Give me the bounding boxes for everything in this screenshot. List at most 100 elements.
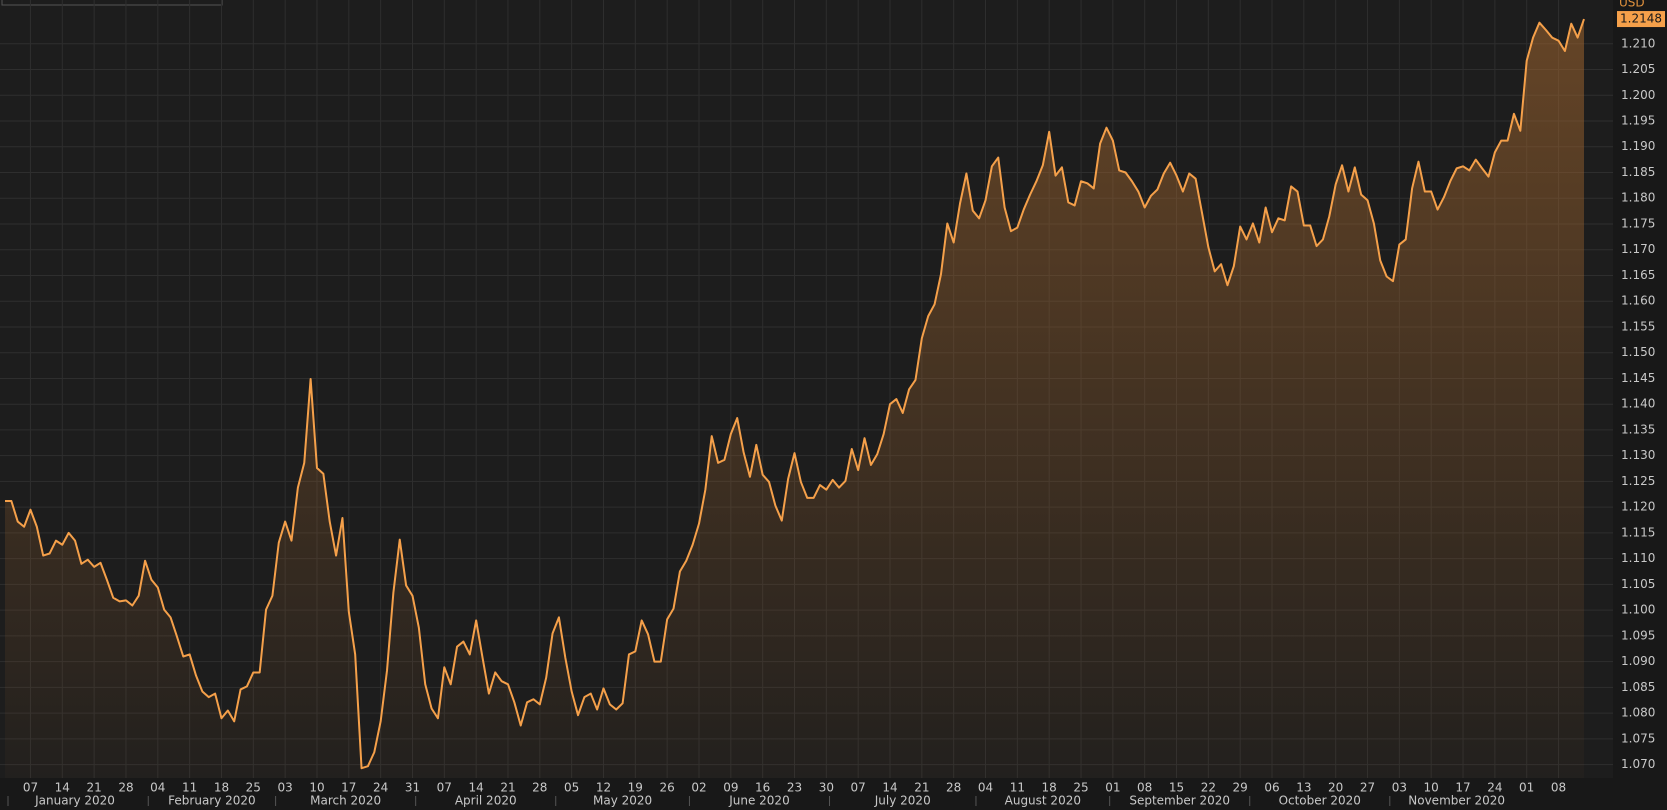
- x-tick-label: 13: [1296, 781, 1311, 795]
- y-tick-label: 1.105: [1621, 577, 1655, 591]
- x-tick-label: 11: [1010, 781, 1025, 795]
- y-tick-label: 1.170: [1621, 242, 1655, 256]
- month-label: June 2020: [728, 794, 790, 808]
- y-tick-label: 1.070: [1621, 757, 1655, 771]
- line: [5, 18, 1585, 770]
- x-tick-label: 30: [819, 781, 834, 795]
- series: [5, 18, 1585, 779]
- x-tick-label: 16: [755, 781, 770, 795]
- y-tick-label: 1.110: [1621, 551, 1655, 565]
- x-tick-label: 14: [882, 781, 897, 795]
- y-tick-label: 1.190: [1621, 139, 1655, 153]
- y-tick-label: 1.125: [1621, 474, 1655, 488]
- y-tick-label: 1.085: [1621, 680, 1655, 694]
- y-tick-label: 1.075: [1621, 731, 1655, 745]
- y-tick-label: 1.140: [1621, 397, 1655, 411]
- y-tick-label: 1.080: [1621, 706, 1655, 720]
- month-label: July 2020: [874, 794, 931, 808]
- month-label: February 2020: [168, 794, 256, 808]
- x-tick-label: 22: [1201, 781, 1216, 795]
- x-tick-label: 18: [214, 781, 229, 795]
- month-label: September 2020: [1129, 794, 1230, 808]
- x-tick-label: 01: [1105, 781, 1120, 795]
- x-tick-label: 17: [1455, 781, 1470, 795]
- unit-label: USD: [1619, 0, 1645, 10]
- x-tick-label: 29: [1233, 781, 1248, 795]
- x-tick-label: 14: [469, 781, 484, 795]
- toolbar-fragment: [1, 0, 223, 6]
- y-tick-label: 1.205: [1621, 62, 1655, 76]
- x-tick-label: 18: [1042, 781, 1057, 795]
- y-tick-label: 1.090: [1621, 654, 1655, 668]
- last-value-label: 1.2148: [1620, 12, 1662, 26]
- x-tick-label: 02: [691, 781, 706, 795]
- y-tick-label: 1.160: [1621, 294, 1655, 308]
- y-tick-label: 1.180: [1621, 191, 1655, 205]
- x-tick-label: 21: [500, 781, 515, 795]
- x-tick-label: 04: [150, 781, 165, 795]
- y-tick-label: 1.120: [1621, 500, 1655, 514]
- x-tick-label: 11: [182, 781, 197, 795]
- x-tick-label: 09: [723, 781, 738, 795]
- x-tick-label: 27: [1360, 781, 1375, 795]
- month-label: October 2020: [1279, 794, 1361, 808]
- x-tick-label: 26: [660, 781, 675, 795]
- x-tick-label: 12: [596, 781, 611, 795]
- month-label: May 2020: [593, 794, 652, 808]
- x-tick-label: 19: [628, 781, 643, 795]
- x-tick-label: 24: [1487, 781, 1502, 795]
- x-tick-label: 20: [1328, 781, 1343, 795]
- x-axis-background: [0, 778, 1613, 810]
- y-tick-label: 1.145: [1621, 371, 1655, 385]
- x-tick-label: 03: [278, 781, 293, 795]
- x-tick-label: 21: [86, 781, 101, 795]
- x-tick-label: 28: [946, 781, 961, 795]
- month-label: March 2020: [310, 794, 381, 808]
- x-tick-label: 23: [787, 781, 802, 795]
- y-tick-label: 1.200: [1621, 88, 1655, 102]
- y-tick-label: 1.210: [1621, 36, 1655, 50]
- y-tick-label: 1.095: [1621, 628, 1655, 642]
- y-tick-label: 1.150: [1621, 345, 1655, 359]
- x-tick-label: 08: [1551, 781, 1566, 795]
- x-tick-label: 03: [1392, 781, 1407, 795]
- y-tick-label: 1.155: [1621, 319, 1655, 333]
- x-tick-label: 21: [914, 781, 929, 795]
- x-tick-label: 14: [55, 781, 70, 795]
- x-tick-label: 28: [118, 781, 133, 795]
- y-tick-label: 1.195: [1621, 113, 1655, 127]
- x-tick-label: 04: [978, 781, 993, 795]
- month-label: November 2020: [1408, 794, 1505, 808]
- area: [5, 19, 1584, 779]
- y-tick-label: 1.175: [1621, 216, 1655, 230]
- y-tick-label: 1.100: [1621, 603, 1655, 617]
- month-label: January 2020: [34, 794, 115, 808]
- x-tick-label: 07: [23, 781, 38, 795]
- x-tick-label: 07: [437, 781, 452, 795]
- y-tick-label: 1.115: [1621, 525, 1655, 539]
- x-tick-label: 08: [1137, 781, 1152, 795]
- x-tick-label: 06: [1264, 781, 1279, 795]
- month-label: April 2020: [455, 794, 517, 808]
- y-tick-label: 1.185: [1621, 165, 1655, 179]
- y-axis-background: [1613, 0, 1667, 810]
- month-label: August 2020: [1005, 794, 1081, 808]
- y-tick-label: 1.165: [1621, 268, 1655, 282]
- y-tick-label: 1.130: [1621, 448, 1655, 462]
- last-value-tag: [1617, 11, 1665, 28]
- axes: USD 1.070 1.075 1.080 1.085 1.090 1.095 1.100 1…: [7, 0, 1665, 808]
- x-tick-label: 10: [1424, 781, 1439, 795]
- x-tick-label: 25: [246, 781, 261, 795]
- x-tick-label: 15: [1169, 781, 1184, 795]
- x-tick-label: 31: [405, 781, 420, 795]
- x-tick-label: 01: [1519, 781, 1534, 795]
- x-tick-label: 07: [851, 781, 866, 795]
- x-tick-label: 28: [532, 781, 547, 795]
- x-tick-label: 25: [1073, 781, 1088, 795]
- x-tick-label: 05: [564, 781, 579, 795]
- y-tick-label: 1.135: [1621, 422, 1655, 436]
- x-tick-label: 24: [373, 781, 388, 795]
- x-tick-label: 10: [309, 781, 324, 795]
